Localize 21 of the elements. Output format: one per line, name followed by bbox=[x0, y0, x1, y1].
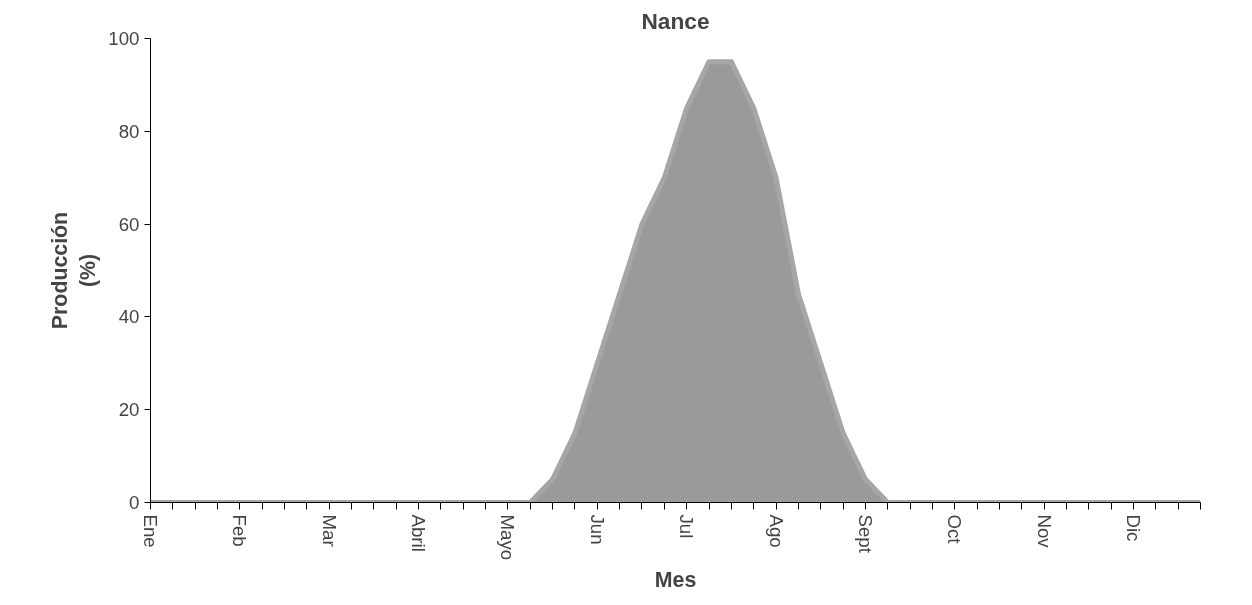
y-tick-label: 60 bbox=[118, 213, 140, 235]
x-tick-label: Feb bbox=[229, 514, 251, 547]
x-tick-label: Ene bbox=[140, 514, 161, 548]
y-tick-label: 0 bbox=[129, 492, 140, 513]
chart-title: Nance bbox=[641, 7, 710, 34]
y-tick-label: 20 bbox=[118, 399, 140, 421]
y-tick-label: 40 bbox=[118, 306, 140, 328]
x-tick-label: Sept bbox=[854, 514, 876, 554]
y-tick-label: 80 bbox=[118, 120, 140, 142]
x-tick-label: Jun bbox=[586, 514, 608, 545]
x-tick-label: Mar bbox=[318, 514, 340, 547]
x-tick-label: Nov bbox=[1033, 514, 1055, 549]
x-tick-label: Abril bbox=[408, 514, 430, 552]
x-tick-label: Jul bbox=[676, 514, 698, 539]
x-tick-label: Oct bbox=[944, 514, 966, 545]
y-axis-title: Producción (%) bbox=[47, 211, 101, 330]
x-tick-label: Ago bbox=[765, 514, 787, 548]
y-tick-label: 100 bbox=[108, 28, 140, 49]
x-tick-label: Dic bbox=[1122, 514, 1144, 542]
x-axis-title: Mes bbox=[654, 568, 697, 593]
x-tick-label: Mayo bbox=[497, 514, 519, 561]
